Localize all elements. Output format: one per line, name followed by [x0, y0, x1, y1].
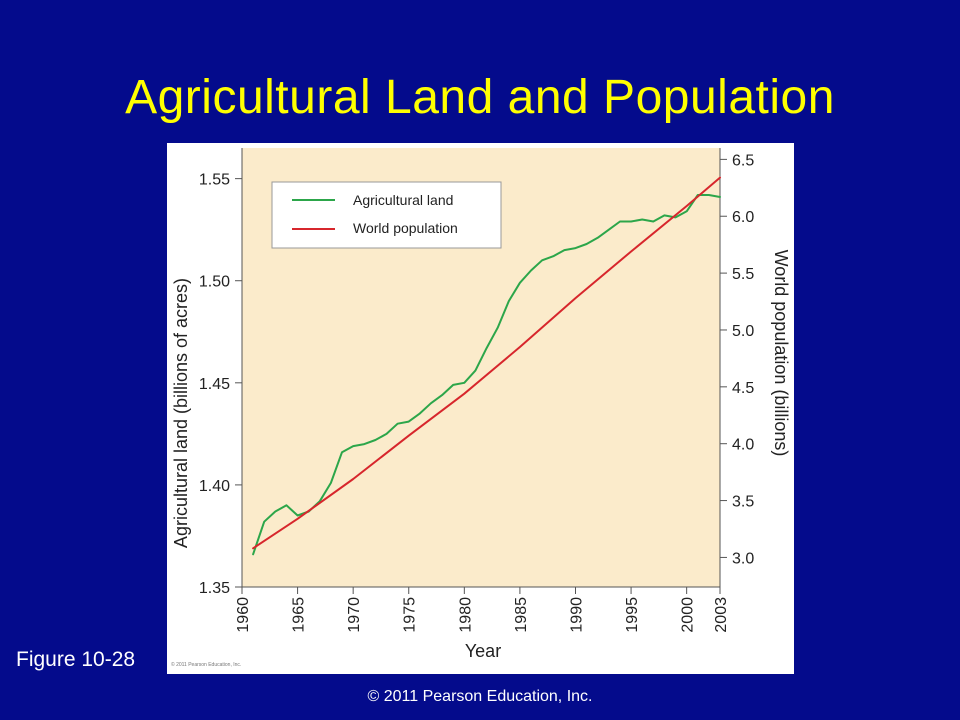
- y-right-tick-label-5.0: 5.0: [732, 323, 754, 340]
- x-tick-label-1990: 1990: [568, 597, 585, 633]
- y-right-tick-label-4.5: 4.5: [732, 380, 754, 397]
- x-tick-label-1970: 1970: [346, 597, 363, 633]
- y-left-tick-label-1.35: 1.35: [199, 580, 230, 597]
- figure-label: Figure 10-28: [16, 648, 136, 671]
- copyright-notice: © 2011 Pearson Education, Inc.: [367, 688, 593, 705]
- y-left-tick-label-1.55: 1.55: [199, 172, 230, 189]
- x-tick-label-1995: 1995: [624, 597, 641, 633]
- y-right-tick-label-4.0: 4.0: [732, 437, 754, 454]
- x-axis-title: Year: [465, 641, 501, 661]
- y-right-tick-label-3.0: 3.0: [732, 550, 754, 567]
- series-layer: [252, 176, 721, 556]
- y-left-tick-label-1.40: 1.40: [199, 478, 230, 495]
- y-axis-title-right: World population (billions): [771, 250, 791, 457]
- y-axis-title-left: Agricultural land (billions of acres): [171, 278, 191, 548]
- y-right-tick-label-5.5: 5.5: [732, 266, 754, 283]
- legend-label-world-population: World population: [353, 220, 458, 236]
- axes: 1960 1965 1970 1975 1980 1985 1990 1995 2000 2003…: [199, 148, 754, 633]
- slide-title: Agricultural Land and Population: [125, 71, 835, 124]
- series-line-world-population: [252, 176, 721, 550]
- x-tick-label-1965: 1965: [291, 597, 308, 633]
- chart-panel: 1960 1965 1970 1975 1980 1985 1990 1995 2000 2003…: [167, 143, 794, 674]
- series-line-agricultural-land: [252, 194, 721, 556]
- x-tick-label-2000: 2000: [680, 597, 697, 633]
- x-tick-label-1985: 1985: [513, 597, 530, 633]
- y-right-tick-label-6.0: 6.0: [732, 209, 754, 226]
- x-tick-label-1980: 1980: [457, 597, 474, 633]
- legend-box: [271, 181, 502, 249]
- legend: Agricultural land World population: [271, 181, 502, 249]
- line-chart: 1960 1965 1970 1975 1980 1985 1990 1995 2000 2003…: [171, 148, 791, 668]
- y-right-tick-label-3.5: 3.5: [732, 494, 754, 511]
- figure-credit: © 2011 Pearson Education, Inc.: [171, 661, 241, 668]
- x-tick-label-2003: 2003: [713, 597, 730, 633]
- y-left-tick-label-1.45: 1.45: [199, 376, 230, 393]
- y-right-tick-label-6.5: 6.5: [732, 152, 754, 169]
- legend-label-agricultural-land: Agricultural land: [353, 192, 453, 208]
- x-tick-label-1960: 1960: [235, 597, 252, 633]
- y-left-tick-label-1.50: 1.50: [199, 274, 230, 291]
- x-tick-label-1975: 1975: [402, 597, 419, 633]
